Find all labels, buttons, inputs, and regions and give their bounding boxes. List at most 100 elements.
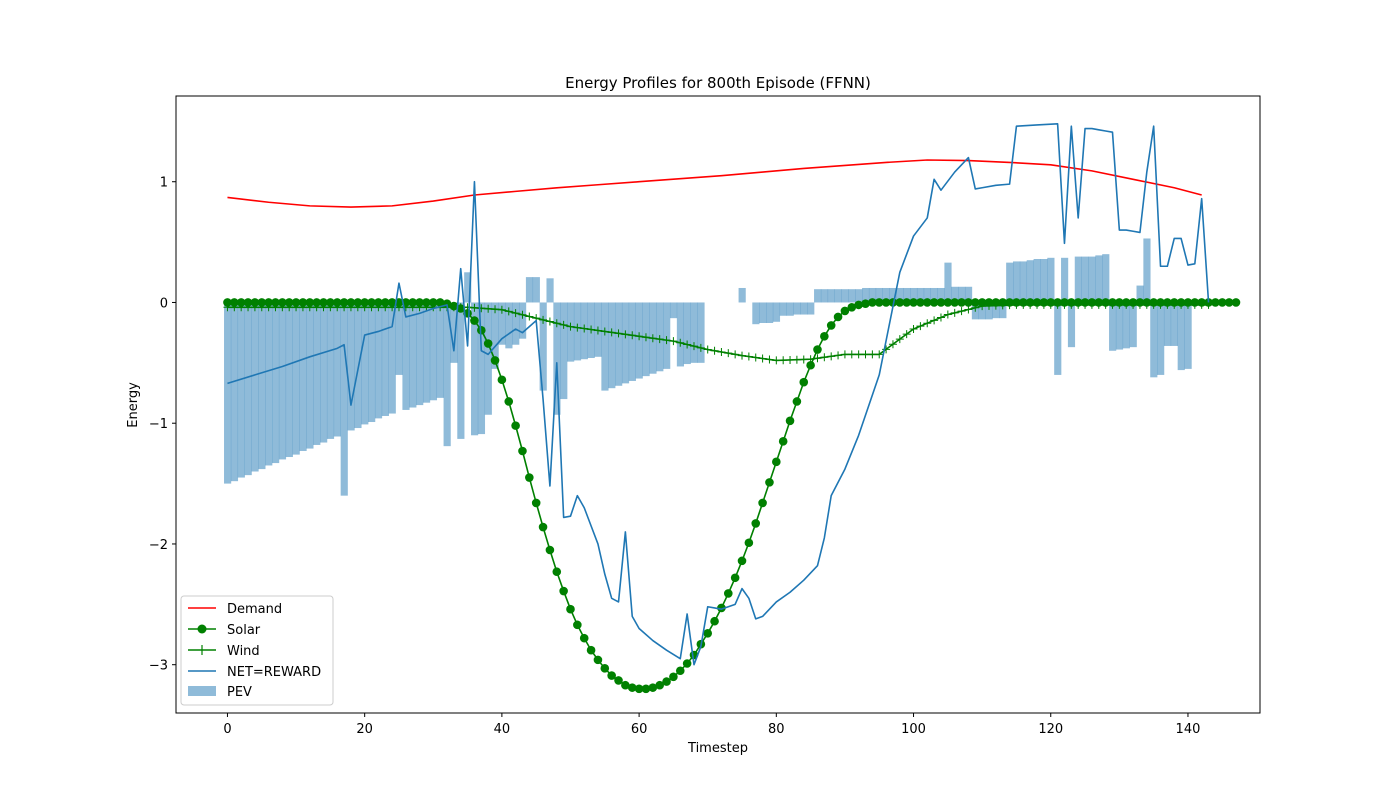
pev-bar	[1170, 302, 1178, 346]
solar-marker	[607, 671, 616, 680]
wind-marker	[875, 350, 884, 359]
chart-legend: Demand Solar Wind NET=REWARD PEV	[180, 595, 334, 706]
solar-marker	[662, 677, 671, 686]
pev-bar	[875, 287, 883, 303]
pev-bar	[999, 302, 1007, 319]
pev-bar	[841, 289, 849, 303]
wind-marker	[827, 352, 836, 361]
pev-bar	[285, 302, 293, 458]
x-tick-label: 60	[631, 722, 648, 737]
pev-bar	[313, 302, 321, 445]
solar-marker	[223, 298, 232, 307]
pev-bar	[1095, 255, 1103, 303]
x-tick-label: 80	[768, 722, 785, 737]
solar-marker	[332, 298, 342, 307]
solar-marker	[305, 298, 315, 307]
solar-marker	[367, 298, 376, 307]
pev-bar	[937, 287, 945, 303]
solar-marker	[312, 298, 321, 307]
wind-marker	[607, 328, 616, 337]
solar-marker	[964, 298, 973, 307]
solar-marker	[477, 325, 486, 335]
solar-marker	[1176, 298, 1186, 307]
wind-marker	[820, 353, 829, 362]
pev-bar	[512, 302, 520, 345]
solar-marker	[511, 421, 520, 430]
solar-marker	[518, 446, 527, 456]
solar-marker	[1197, 298, 1206, 307]
solar-marker	[1183, 298, 1193, 307]
pev-bar	[621, 302, 630, 384]
y-axis-ticks: −3 −2 −1 0 1	[149, 176, 176, 674]
solar-marker	[552, 567, 562, 577]
solar-marker	[1032, 298, 1042, 307]
wind-marker	[792, 355, 801, 364]
pev-bar	[251, 302, 259, 472]
solar-marker	[326, 298, 335, 307]
wind-marker	[840, 350, 849, 359]
solar-marker	[573, 620, 582, 630]
pev-bar	[896, 287, 904, 303]
solar-marker	[353, 298, 363, 307]
solar-marker	[998, 298, 1008, 307]
wind-marker	[525, 312, 534, 321]
solar-marker	[579, 633, 589, 643]
solar-marker	[566, 604, 575, 614]
solar-marker	[785, 416, 795, 426]
solar-marker	[1039, 298, 1049, 307]
solar-marker	[236, 298, 246, 307]
solar-marker	[456, 304, 466, 313]
pev-bar	[615, 302, 623, 386]
wind-marker	[923, 319, 932, 328]
pev-bar	[1129, 302, 1137, 348]
pev-bar	[244, 302, 252, 476]
solar-marker	[319, 298, 328, 307]
solar-marker	[723, 589, 733, 598]
pev-bar	[608, 302, 616, 389]
pev-bar	[848, 289, 856, 303]
pev-bar	[814, 289, 822, 303]
pev-bar	[416, 302, 424, 406]
solar-marker	[984, 298, 994, 307]
pev-bar	[471, 302, 479, 436]
pev-bar	[422, 302, 431, 403]
pev-bar	[862, 287, 870, 303]
solar-marker	[497, 375, 507, 385]
pev-bar	[628, 302, 636, 381]
solar-marker	[902, 298, 911, 307]
solar-marker	[600, 664, 610, 673]
pev-bar	[903, 287, 911, 303]
wind-marker	[882, 345, 891, 354]
wind-marker	[669, 337, 678, 346]
pev-bar	[1163, 302, 1172, 346]
wind-marker	[834, 351, 843, 360]
solar-marker	[922, 298, 932, 307]
pev-bar	[230, 302, 239, 482]
pev-bar	[443, 302, 451, 447]
legend-net-reward-label: NET=REWARD	[227, 665, 321, 680]
solar-marker	[778, 437, 788, 446]
wind-marker	[765, 355, 774, 364]
solar-marker	[813, 345, 822, 354]
solar-marker	[799, 377, 809, 387]
pev-bar	[923, 287, 931, 303]
wind-marker	[902, 330, 911, 339]
plot-frame	[175, 95, 1261, 714]
pev-bar	[752, 302, 760, 325]
solar-marker	[1121, 298, 1131, 307]
x-tick-label: 100	[901, 722, 926, 737]
solar-marker	[408, 298, 418, 307]
pev-bar	[429, 302, 438, 401]
pev-bar	[1102, 254, 1110, 303]
pev-bar	[766, 302, 774, 323]
solar-marker	[380, 298, 390, 307]
pev-bar	[1088, 256, 1096, 303]
pev-bar	[436, 302, 444, 398]
pev-bar	[793, 302, 801, 315]
solar-marker	[415, 298, 424, 307]
pev-bar	[759, 302, 767, 323]
pev-bar	[491, 302, 499, 369]
solar-marker	[538, 522, 548, 532]
series-lines	[223, 122, 1241, 694]
